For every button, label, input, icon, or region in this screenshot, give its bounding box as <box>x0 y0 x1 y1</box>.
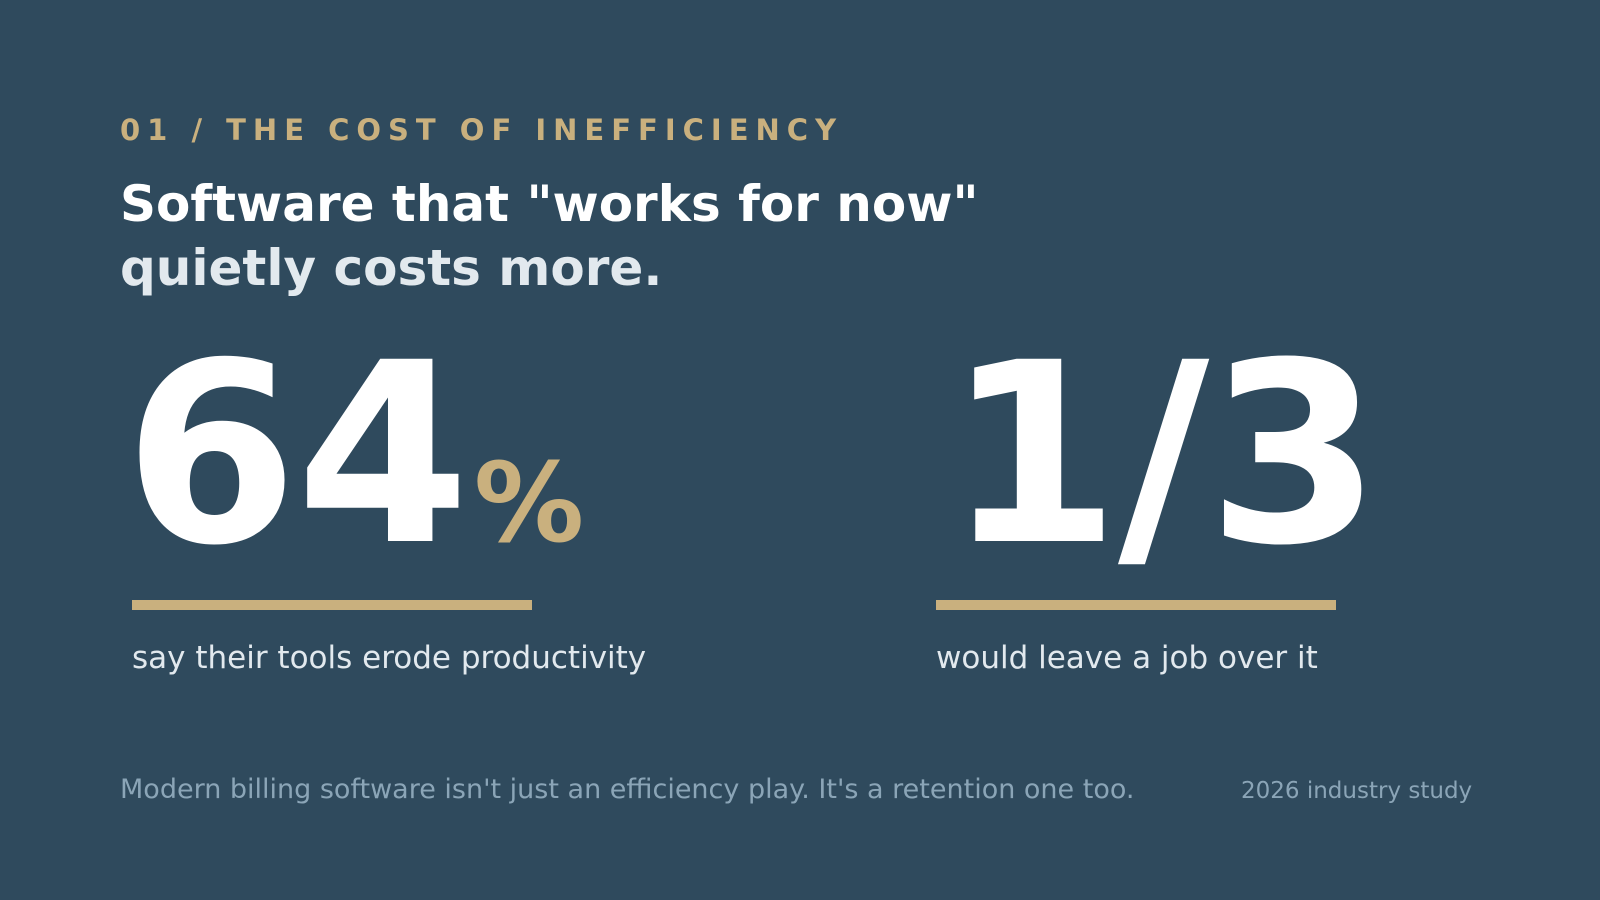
headline-line-1: Software that "works for now" <box>120 175 979 233</box>
stat-value: 1/3 <box>946 330 1381 580</box>
stat-value-number: 1/3 <box>946 309 1381 600</box>
stat-value-number: 64 <box>124 309 470 600</box>
footer-source: 2026 industry study <box>1241 778 1473 804</box>
stat-productivity: 64% say their tools erode productivity <box>124 330 646 677</box>
stat-value-suffix: % <box>473 439 585 567</box>
headline-line-2: quietly costs more. <box>120 239 663 297</box>
slide-headline: Software that "works for now" quietly co… <box>120 172 979 300</box>
footer-note: Modern billing software isn't just an ef… <box>120 774 1135 805</box>
section-eyebrow: 01 / THE COST OF INEFFICIENCY <box>120 113 844 147</box>
stat-retention: 1/3 would leave a job over it <box>936 330 1381 676</box>
stat-value: 64% <box>124 330 584 580</box>
stat-caption: would leave a job over it <box>936 640 1318 676</box>
stat-underline <box>936 600 1336 610</box>
stat-underline <box>132 600 532 610</box>
stat-caption: say their tools erode productivity <box>132 640 647 676</box>
